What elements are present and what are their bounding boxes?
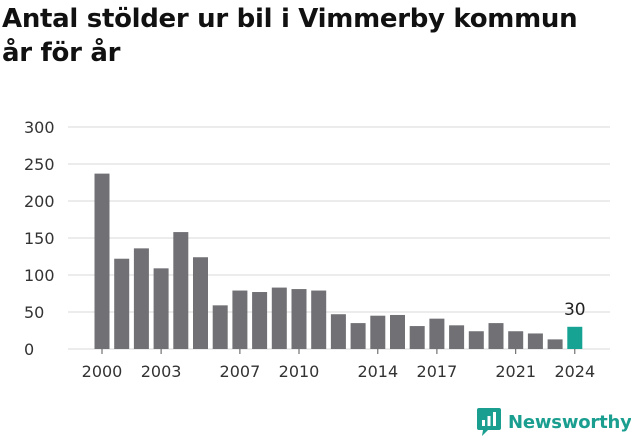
bar-2022 [527,333,543,349]
bar-2019 [468,331,484,349]
data-labels: 30 [564,300,586,320]
bar-2013 [350,323,366,349]
bar-2014 [370,315,386,349]
bar-2012 [330,314,346,349]
bar-2021 [508,331,524,349]
x-tick-label: 2010 [279,362,320,381]
bar-2000 [94,173,110,349]
x-axis-tick-labels: 2000 2003 2007 2010 2014 2017 2021 2024 [82,349,595,381]
bar-2001 [114,258,130,349]
bar-2011 [311,290,327,349]
bar-2007 [232,290,248,349]
newsworthy-brand[interactable]: Newsworthy [476,406,631,438]
y-tick-label: 150 [24,229,55,248]
data-label: 30 [564,300,586,320]
bar-2006 [212,305,228,349]
newsworthy-brand-name: Newsworthy [508,411,631,433]
x-tick-label: 2017 [417,362,458,381]
chart-title-line-1: Antal stölder ur bil i Vimmerby kommun [2,4,578,34]
y-tick-label: 300 [24,118,55,137]
bar-2023 [547,339,563,349]
x-tick-label: 2024 [554,362,595,381]
x-tick-label: 2007 [220,362,261,381]
y-axis-tick-labels: 0 50 100 150 200 250 300 [24,118,55,359]
chart-title: Antal stölder ur bil i Vimmerby kommun å… [2,2,629,70]
bar-2016 [409,326,425,349]
bar-2008 [252,292,268,349]
bar-2024 [567,326,583,349]
bar-2004 [173,232,189,349]
bar-2015 [390,314,405,349]
newsworthy-logo-icon [477,408,501,436]
bar-2018 [449,325,465,349]
x-tick-label: 2021 [495,362,536,381]
bar-2002 [133,248,149,349]
y-tick-label: 200 [24,192,55,211]
x-tick-label: 2000 [82,362,123,381]
y-tick-label: 50 [24,303,44,322]
y-tick-label: 0 [24,340,34,359]
chart-title-line-2: år för år [2,38,121,68]
y-tick-label: 100 [24,266,55,285]
bar-2009 [271,287,287,349]
bar-2010 [291,289,307,349]
bars [94,173,583,349]
bar-2020 [488,323,504,349]
bar-2003 [153,268,169,349]
y-tick-label: 250 [24,155,55,174]
x-tick-label: 2014 [357,362,398,381]
bar-2005 [193,257,208,349]
x-tick-label: 2003 [141,362,182,381]
bar-2017 [429,318,445,349]
